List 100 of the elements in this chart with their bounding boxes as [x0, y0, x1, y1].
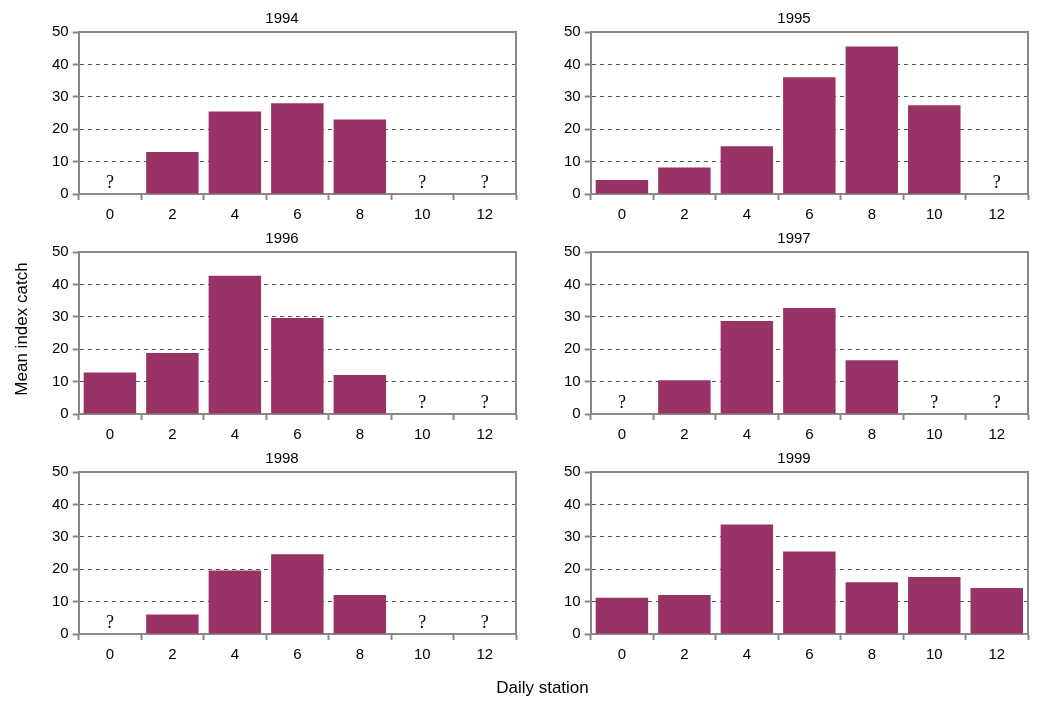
y-tick-label: 10: [564, 591, 581, 609]
y-tick-label: 0: [572, 404, 581, 422]
y-tick-label: 0: [60, 624, 69, 642]
chart-title: 1994: [265, 9, 299, 27]
annotation: ?: [617, 391, 626, 412]
bar: [720, 524, 774, 634]
x-tick-label: 0: [617, 425, 627, 443]
y-tick-label: 30: [564, 86, 581, 104]
y-tick-label: 30: [52, 526, 69, 544]
x-tick-label: 8: [867, 205, 876, 223]
x-tick-label: 8: [867, 425, 876, 443]
y-tick-label: 30: [52, 306, 69, 324]
y-tick-label: 20: [564, 119, 581, 137]
x-tick-label: 12: [988, 645, 1006, 663]
bar: [783, 551, 836, 634]
bar: [271, 554, 324, 634]
y-tick-label: 10: [52, 151, 69, 169]
annotation: ?: [418, 391, 427, 412]
x-tick-label: 10: [925, 425, 943, 443]
x-tick-label: 2: [168, 425, 177, 443]
bar: [720, 321, 774, 414]
x-tick-label: 2: [680, 205, 689, 223]
bar: [595, 180, 649, 194]
x-tick-label: 10: [925, 645, 943, 663]
y-tick-label: 50: [52, 462, 69, 480]
chart-title: 1995: [777, 9, 811, 27]
x-tick-label: 12: [476, 645, 494, 663]
annotation: ?: [418, 611, 427, 632]
x-tick-label: 10: [925, 205, 943, 223]
annotation: ?: [930, 391, 939, 412]
y-tick-label: 20: [52, 119, 69, 137]
bar: [271, 318, 324, 414]
y-tick-label: 40: [564, 274, 581, 292]
x-tick-label: 8: [867, 645, 876, 663]
bar: [658, 595, 711, 634]
x-tick-label: 4: [230, 425, 240, 443]
y-tick-label: 20: [564, 559, 581, 577]
y-tick-label: 10: [52, 371, 69, 389]
bar: [208, 570, 262, 634]
y-tick-label: 50: [52, 242, 69, 260]
bar: [146, 614, 199, 634]
chart-title: 1998: [265, 449, 299, 467]
y-tick-label: 0: [60, 184, 69, 202]
y-tick-label: 10: [564, 371, 581, 389]
bar: [908, 105, 961, 194]
x-tick-label: 0: [105, 425, 115, 443]
bar: [783, 77, 836, 194]
x-tick-label: 10: [413, 645, 431, 663]
x-tick-label: 8: [355, 205, 364, 223]
annotation: ?: [480, 611, 489, 632]
bar: [146, 151, 199, 194]
x-tick-label: 4: [742, 645, 752, 663]
x-tick-label: 4: [230, 205, 240, 223]
bar: [845, 46, 899, 194]
y-tick-label: 0: [60, 404, 69, 422]
x-tick-label: 10: [413, 205, 431, 223]
x-tick-label: 10: [413, 425, 431, 443]
x-tick-label: 12: [988, 205, 1006, 223]
bar: [333, 119, 387, 194]
bar: [271, 103, 324, 194]
bar: [845, 360, 899, 414]
x-tick-label: 6: [293, 425, 302, 443]
y-tick-label: 50: [564, 242, 581, 260]
bar: [595, 597, 649, 634]
x-tick-label: 0: [105, 645, 115, 663]
y-tick-label: 0: [572, 624, 581, 642]
y-tick-label: 50: [52, 22, 69, 40]
y-tick-label: 30: [52, 86, 69, 104]
bar: [333, 595, 387, 634]
x-tick-label: 2: [680, 425, 689, 443]
annotation: ?: [105, 611, 114, 632]
y-tick-label: 40: [52, 54, 69, 72]
annotation: ?: [418, 171, 427, 192]
y-tick-label: 0: [572, 184, 581, 202]
bar: [658, 167, 711, 194]
x-tick-label: 12: [476, 205, 494, 223]
y-tick-label: 10: [52, 591, 69, 609]
bar: [658, 380, 711, 414]
chart-title: 1996: [265, 229, 299, 247]
x-tick-label: 0: [105, 205, 115, 223]
y-tick-label: 40: [52, 274, 69, 292]
y-tick-label: 20: [52, 559, 69, 577]
y-tick-label: 50: [564, 462, 581, 480]
bar: [146, 353, 199, 414]
chart-title: 1997: [777, 229, 811, 247]
bar: [83, 372, 137, 414]
y-tick-label: 50: [564, 22, 581, 40]
x-tick-label: 2: [168, 205, 177, 223]
y-tick-label: 40: [564, 54, 581, 72]
annotation: ?: [480, 391, 489, 412]
bar: [333, 375, 387, 414]
x-axis-title: Daily station: [495, 678, 590, 698]
chart-title: 1999: [777, 449, 811, 467]
bar: [208, 275, 262, 414]
x-tick-label: 0: [617, 645, 627, 663]
x-tick-label: 6: [293, 205, 302, 223]
y-tick-label: 20: [52, 339, 69, 357]
x-tick-label: 6: [293, 645, 302, 663]
annotation: ?: [992, 171, 1001, 192]
x-tick-label: 4: [742, 205, 752, 223]
